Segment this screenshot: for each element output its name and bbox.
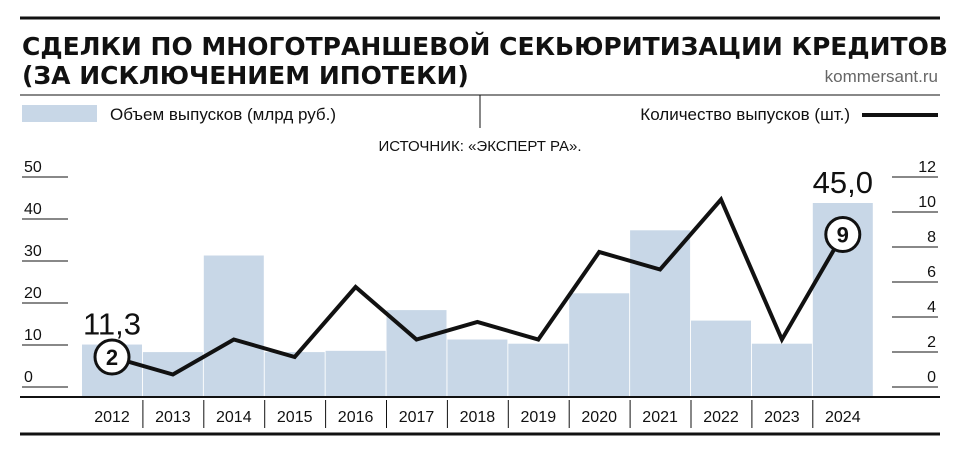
- right-tick-4: 4: [927, 299, 936, 316]
- bar-series: [82, 203, 873, 397]
- left-tick-50: 50: [24, 159, 42, 176]
- right-tick-6: 6: [927, 264, 936, 281]
- value-label-2012: 11,3: [83, 307, 141, 342]
- legend-bar-swatch: [22, 105, 97, 122]
- legend-line-label: Количество выпусков (шт.): [640, 105, 850, 124]
- legend-bar-label: Объем выпусков (млрд руб.): [110, 105, 336, 124]
- site-credit: kommersant.ru: [825, 67, 938, 86]
- bar-2021: [630, 230, 691, 397]
- count-marker-2024: [824, 216, 862, 253]
- bar-2019: [508, 343, 569, 397]
- count-marker-label-2012: 2: [106, 345, 118, 370]
- right-tick-12: 12: [918, 159, 936, 176]
- year-label-2014: 2014: [216, 409, 252, 426]
- year-label-2015: 2015: [277, 409, 313, 426]
- count-marker-2012: [93, 338, 131, 376]
- value-label-2024: 45,0: [813, 165, 873, 200]
- year-label-2013: 2013: [155, 409, 191, 426]
- year-label-2021: 2021: [642, 409, 678, 426]
- left-tick-20: 20: [24, 285, 42, 302]
- right-tick-2: 2: [927, 334, 936, 351]
- bar-2014: [203, 255, 264, 397]
- left-tick-10: 10: [24, 327, 42, 344]
- year-label-2023: 2023: [764, 409, 800, 426]
- bar-2023: [751, 343, 812, 397]
- bar-2016: [325, 350, 386, 397]
- bar-2018: [447, 339, 508, 397]
- year-label-2019: 2019: [521, 409, 557, 426]
- year-label-2020: 2020: [581, 409, 617, 426]
- right-tick-8: 8: [927, 229, 936, 246]
- count-marker-label-2024: 9: [837, 223, 849, 248]
- year-label-2016: 2016: [338, 409, 374, 426]
- left-axis: 0 10 20 30 40 50: [22, 159, 68, 388]
- annotations: 11,3 45,0: [83, 165, 873, 342]
- year-label-2012: 2012: [94, 409, 130, 426]
- year-label-2024: 2024: [825, 409, 861, 426]
- chart-title-line2: (ЗА ИСКЛЮЧЕНИЕМ ИПОТЕКИ): [22, 61, 469, 90]
- left-tick-0: 0: [24, 369, 33, 386]
- bar-2015: [264, 352, 325, 397]
- markers: 29: [93, 216, 862, 376]
- chart-title-line1: СДЕЛКИ ПО МНОГОТРАНШЕВОЙ СЕКЬЮРИТИЗАЦИИ …: [22, 32, 948, 61]
- bar-2022: [691, 320, 751, 397]
- year-label-2022: 2022: [703, 409, 739, 426]
- year-label-2017: 2017: [399, 409, 435, 426]
- right-axis: 0 2 4 6 8 10 12: [892, 159, 938, 388]
- right-tick-10: 10: [918, 194, 936, 211]
- x-axis: 2012 2013 2014 2015 2016 2017 2018 2019 2020 2021…: [94, 400, 861, 428]
- right-tick-0: 0: [927, 369, 936, 386]
- bar-2020: [569, 293, 630, 397]
- left-tick-40: 40: [24, 201, 42, 218]
- source-note: ИСТОЧНИК: «ЭКСПЕРТ РА».: [378, 138, 581, 155]
- year-label-2018: 2018: [460, 409, 496, 426]
- left-tick-30: 30: [24, 243, 42, 260]
